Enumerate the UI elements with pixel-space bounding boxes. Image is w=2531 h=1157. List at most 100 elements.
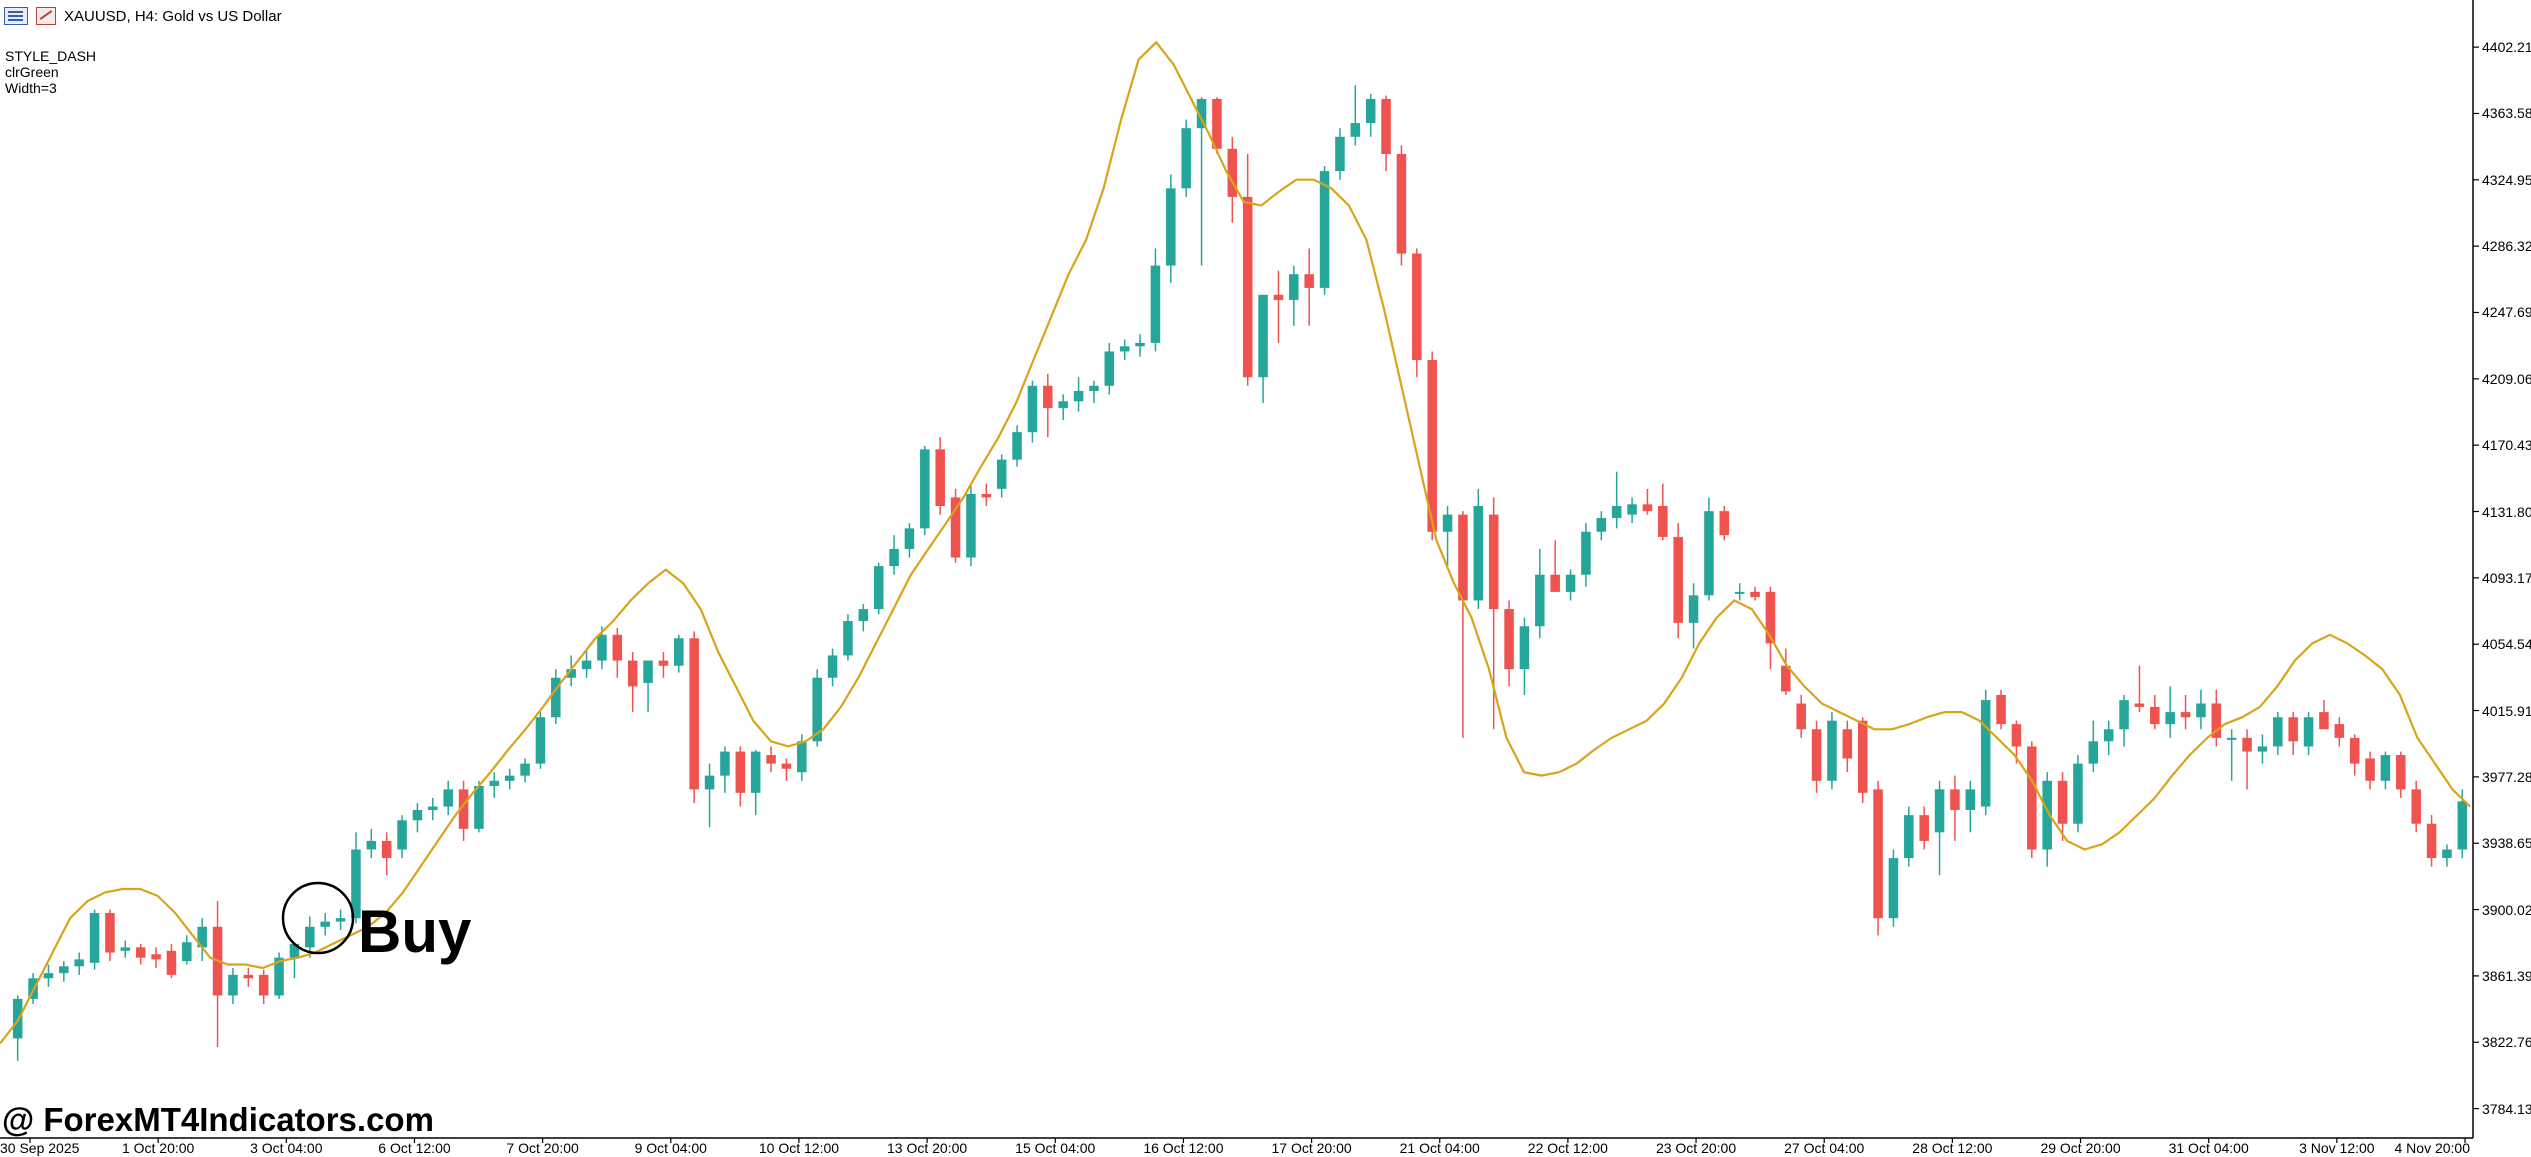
bear-candle bbox=[1842, 729, 1853, 759]
bear-candle bbox=[166, 950, 177, 975]
bull-candle bbox=[443, 789, 453, 807]
chart-list-icon[interactable] bbox=[4, 7, 28, 25]
indicator-style: STYLE_DASH bbox=[5, 48, 97, 64]
bull-candle bbox=[920, 449, 930, 529]
bull-candle bbox=[674, 638, 684, 666]
time-tick-label: 21 Oct 04:00 bbox=[1399, 1140, 1480, 1156]
time-tick-label: 27 Oct 04:00 bbox=[1784, 1140, 1865, 1156]
bull-candle bbox=[1704, 511, 1714, 596]
chart-type-icon[interactable] bbox=[36, 7, 56, 25]
bull-candle bbox=[351, 849, 361, 919]
bull-candle bbox=[1135, 342, 1145, 347]
bull-candle bbox=[2380, 755, 2391, 781]
bull-candle bbox=[228, 974, 238, 996]
bear-candle bbox=[1412, 253, 1422, 361]
price-tick-label: 4209.06 bbox=[2482, 370, 2531, 387]
bull-candle bbox=[1319, 171, 1330, 288]
bull-candle bbox=[704, 775, 715, 790]
bull-candle bbox=[1335, 136, 1345, 172]
bull-candle bbox=[1104, 351, 1115, 386]
time-tick-label: 10 Oct 12:00 bbox=[758, 1140, 840, 1156]
time-tick-label: 16 Oct 12:00 bbox=[1143, 1140, 1224, 1156]
price-tick-label: 4093.17 bbox=[2482, 569, 2531, 586]
bull-candle bbox=[1627, 504, 1637, 515]
bear-candle bbox=[2411, 789, 2421, 824]
bull-candle bbox=[89, 913, 100, 963]
price-tick-label: 4054.54 bbox=[2482, 636, 2531, 653]
bull-candle bbox=[1965, 789, 1976, 810]
price-tick-label: 4247.69 bbox=[2482, 304, 2531, 321]
time-tick-label: 3 Oct 04:00 bbox=[250, 1140, 323, 1156]
bear-candle bbox=[243, 974, 254, 979]
bear-candle bbox=[950, 497, 961, 558]
bear-candle bbox=[612, 634, 623, 661]
bull-candle bbox=[843, 621, 853, 656]
symbol-title: XAUUSD, H4: Gold vs US Dollar bbox=[64, 7, 282, 25]
bull-candle bbox=[720, 751, 730, 776]
time-tick-label: 3 Nov 12:00 bbox=[2299, 1140, 2375, 1156]
bull-candle bbox=[1258, 294, 1268, 378]
bull-candle bbox=[2165, 712, 2175, 725]
bear-candle bbox=[135, 947, 146, 958]
time-tick-label: 28 Oct 12:00 bbox=[1912, 1140, 1993, 1156]
bear-candle bbox=[1750, 591, 1760, 598]
price-tick-label: 4170.43 bbox=[2482, 437, 2531, 454]
price-tick-label: 3784.13 bbox=[2482, 1100, 2531, 1117]
bear-candle bbox=[1304, 274, 1314, 288]
bear-candle bbox=[766, 755, 776, 764]
bear-candle bbox=[105, 913, 115, 953]
watermark: @ ForexMT4Indicators.com bbox=[2, 1101, 434, 1138]
bear-candle bbox=[2396, 755, 2406, 790]
bull-candle bbox=[1058, 401, 1068, 409]
bull-candle bbox=[827, 655, 838, 678]
bull-candle bbox=[1535, 574, 1545, 627]
bull-candle bbox=[2226, 737, 2237, 740]
bear-candle bbox=[2288, 717, 2298, 742]
bear-candle bbox=[1642, 504, 1653, 512]
bull-candle bbox=[1581, 531, 1591, 575]
bear-candle bbox=[2349, 737, 2360, 764]
bull-candle bbox=[59, 966, 69, 974]
price-tick-label: 3900.02 bbox=[2482, 901, 2531, 918]
bull-candle bbox=[858, 609, 869, 622]
bull-candle bbox=[2042, 780, 2052, 850]
bear-candle bbox=[658, 660, 669, 666]
bull-candle bbox=[551, 677, 561, 718]
bull-candle bbox=[412, 809, 423, 821]
time-tick-label: 6 Oct 12:00 bbox=[378, 1140, 451, 1156]
bull-candle bbox=[2257, 746, 2268, 752]
bear-candle bbox=[381, 840, 392, 859]
bull-candle bbox=[504, 775, 515, 781]
bear-candle bbox=[1950, 789, 1960, 810]
indicator-color: clrGreen bbox=[5, 64, 59, 80]
bull-candle bbox=[1150, 265, 1161, 343]
bear-candle bbox=[2365, 758, 2375, 781]
bull-candle bbox=[1596, 518, 1607, 532]
bull-candle bbox=[428, 806, 438, 810]
bull-candle bbox=[1980, 700, 1991, 807]
bull-candle bbox=[1473, 506, 1484, 601]
bull-candle bbox=[520, 763, 530, 776]
bull-candle bbox=[305, 926, 315, 948]
buy-label: Buy bbox=[358, 898, 472, 965]
indicator-info: STYLE_DASH clrGreen Width=3 bbox=[5, 48, 96, 96]
bear-candle bbox=[781, 763, 792, 769]
bull-candle bbox=[2073, 763, 2083, 824]
bull-candle bbox=[1442, 514, 1453, 532]
bear-candle bbox=[1212, 98, 1222, 149]
bear-candle bbox=[1796, 703, 1806, 730]
bear-candle bbox=[151, 954, 161, 960]
bear-candle bbox=[1765, 591, 1776, 644]
bull-candle bbox=[873, 566, 884, 610]
bear-candle bbox=[2334, 724, 2345, 738]
bear-candle bbox=[1427, 360, 1437, 532]
chart-header: XAUUSD, H4: Gold vs US Dollar bbox=[4, 4, 282, 28]
bull-candle bbox=[1365, 98, 1376, 124]
bull-candle bbox=[2273, 717, 2283, 747]
buy-signal-circle bbox=[281, 881, 355, 955]
price-tick-label: 3822.76 bbox=[2482, 1034, 2531, 1051]
bull-candle bbox=[1734, 591, 1745, 594]
bull-candle bbox=[566, 669, 576, 678]
bear-candle bbox=[2426, 823, 2437, 859]
